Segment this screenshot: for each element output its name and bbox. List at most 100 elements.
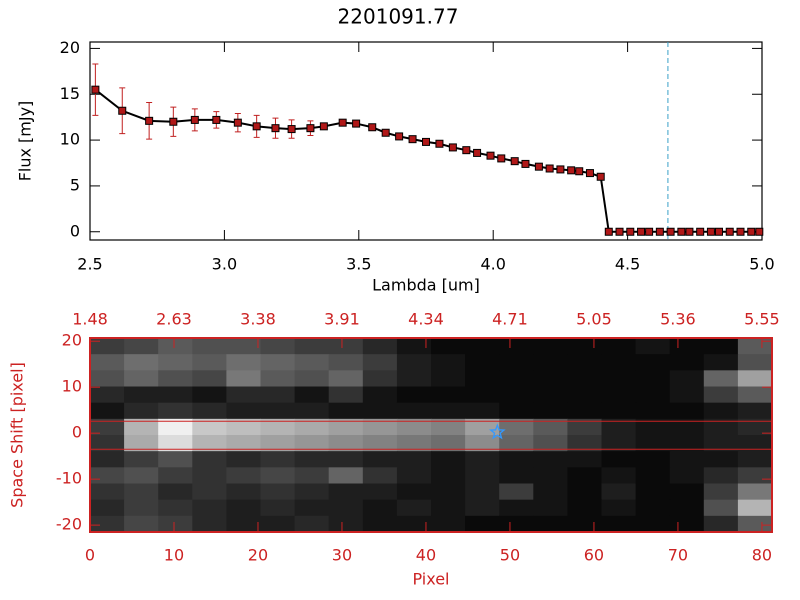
data-point: [545, 164, 554, 173]
image-cell: [124, 515, 159, 533]
image-cell: [567, 402, 602, 420]
star-marker: [488, 423, 506, 440]
image-cell: [737, 483, 773, 501]
data-point: [448, 143, 457, 152]
data-point: [696, 227, 705, 236]
image-cell: [465, 499, 500, 517]
image-cell: [635, 515, 671, 533]
image-cell: [703, 499, 739, 517]
image-cell: [396, 338, 432, 355]
image-cell: [328, 467, 364, 484]
image-cell: [362, 483, 398, 501]
image-cell: [396, 354, 432, 371]
image-cell: [635, 386, 671, 404]
data-point: [677, 227, 686, 236]
x-axis-label: Lambda [um]: [372, 276, 480, 295]
image-cell: [328, 338, 364, 355]
image-cell: [669, 483, 705, 501]
data-point: [169, 117, 178, 126]
image-cell: [362, 435, 398, 452]
image-cell: [567, 499, 602, 517]
image-cell: [328, 354, 364, 371]
x-tick-label: 40: [416, 546, 436, 565]
image-cell: [90, 418, 125, 436]
image-cell: [703, 483, 739, 501]
image-cell: [737, 435, 773, 452]
image-cell: [533, 338, 568, 355]
image-cell: [431, 354, 466, 371]
image-cell: [294, 402, 330, 420]
plot-frame: [89, 337, 773, 533]
image-cell: [499, 467, 534, 484]
x-tick-label: 70: [668, 546, 688, 565]
image-cell: [737, 354, 773, 371]
image-cell: [362, 515, 398, 533]
image-cell: [90, 483, 125, 501]
image-cell: [601, 483, 637, 501]
y-tick-label: 10: [60, 130, 80, 149]
x-tick-label: 50: [500, 546, 520, 565]
image-cell: [567, 483, 602, 501]
image-cell: [260, 515, 296, 533]
data-point: [556, 165, 565, 174]
y-tick-label: 10: [62, 377, 82, 396]
image-cell: [499, 370, 534, 387]
image-cell: [499, 354, 534, 371]
image-cell: [192, 515, 227, 533]
image-cell: [567, 354, 602, 371]
image-cell: [328, 515, 364, 533]
y-tick-label: 0: [72, 423, 82, 442]
image-cell: [192, 467, 227, 484]
image-cell: [465, 418, 500, 436]
image-cell: [465, 451, 500, 468]
image-cell: [431, 386, 466, 404]
data-point: [755, 227, 764, 236]
image-cell: [226, 499, 261, 517]
image-cell: [533, 386, 568, 404]
image-cell: [396, 386, 432, 404]
data-point: [685, 227, 694, 236]
data-point: [645, 227, 654, 236]
data-point: [521, 159, 530, 168]
image-cell: [737, 499, 773, 517]
y-tick-label: -20: [56, 515, 82, 534]
image-cell: [226, 370, 261, 387]
image-cell: [90, 451, 125, 468]
image-cell: [465, 483, 500, 501]
data-point: [604, 227, 613, 236]
x-tick-label: 4.5: [615, 255, 640, 274]
data-point: [655, 227, 664, 236]
image-cell: [260, 435, 296, 452]
image-cell: [431, 467, 466, 484]
data-point: [736, 227, 745, 236]
image-cell: [601, 354, 637, 371]
image-cell: [362, 499, 398, 517]
y-axis-label: Flux [mJy]: [16, 101, 35, 182]
image-cell: [124, 499, 159, 517]
data-point: [212, 115, 221, 124]
plot-frame: [89, 41, 763, 241]
y-tick-label: 20: [62, 331, 82, 350]
data-point: [271, 124, 280, 133]
x-tick-label: 20: [248, 546, 268, 565]
x-tick-label: 3.0: [212, 255, 237, 274]
image-cell: [601, 418, 637, 436]
image-cell: [124, 370, 159, 387]
y-tick-label: 15: [60, 84, 80, 103]
image-cell: [260, 338, 296, 355]
image-cell: [567, 338, 602, 355]
image-cell: [124, 402, 159, 420]
image-cell: [635, 354, 671, 371]
image-cell: [703, 418, 739, 436]
image-cell: [737, 451, 773, 468]
data-point: [596, 172, 605, 181]
image-cell: [260, 370, 296, 387]
image-cell: [362, 402, 398, 420]
image-cell: [192, 451, 227, 468]
image-cell: [90, 435, 125, 452]
image-cell: [226, 515, 261, 533]
x2-tick-label: 5.05: [576, 310, 612, 329]
image-cell: [533, 515, 568, 533]
x-tick-label: 5.0: [749, 255, 774, 274]
image-cell: [124, 338, 159, 355]
